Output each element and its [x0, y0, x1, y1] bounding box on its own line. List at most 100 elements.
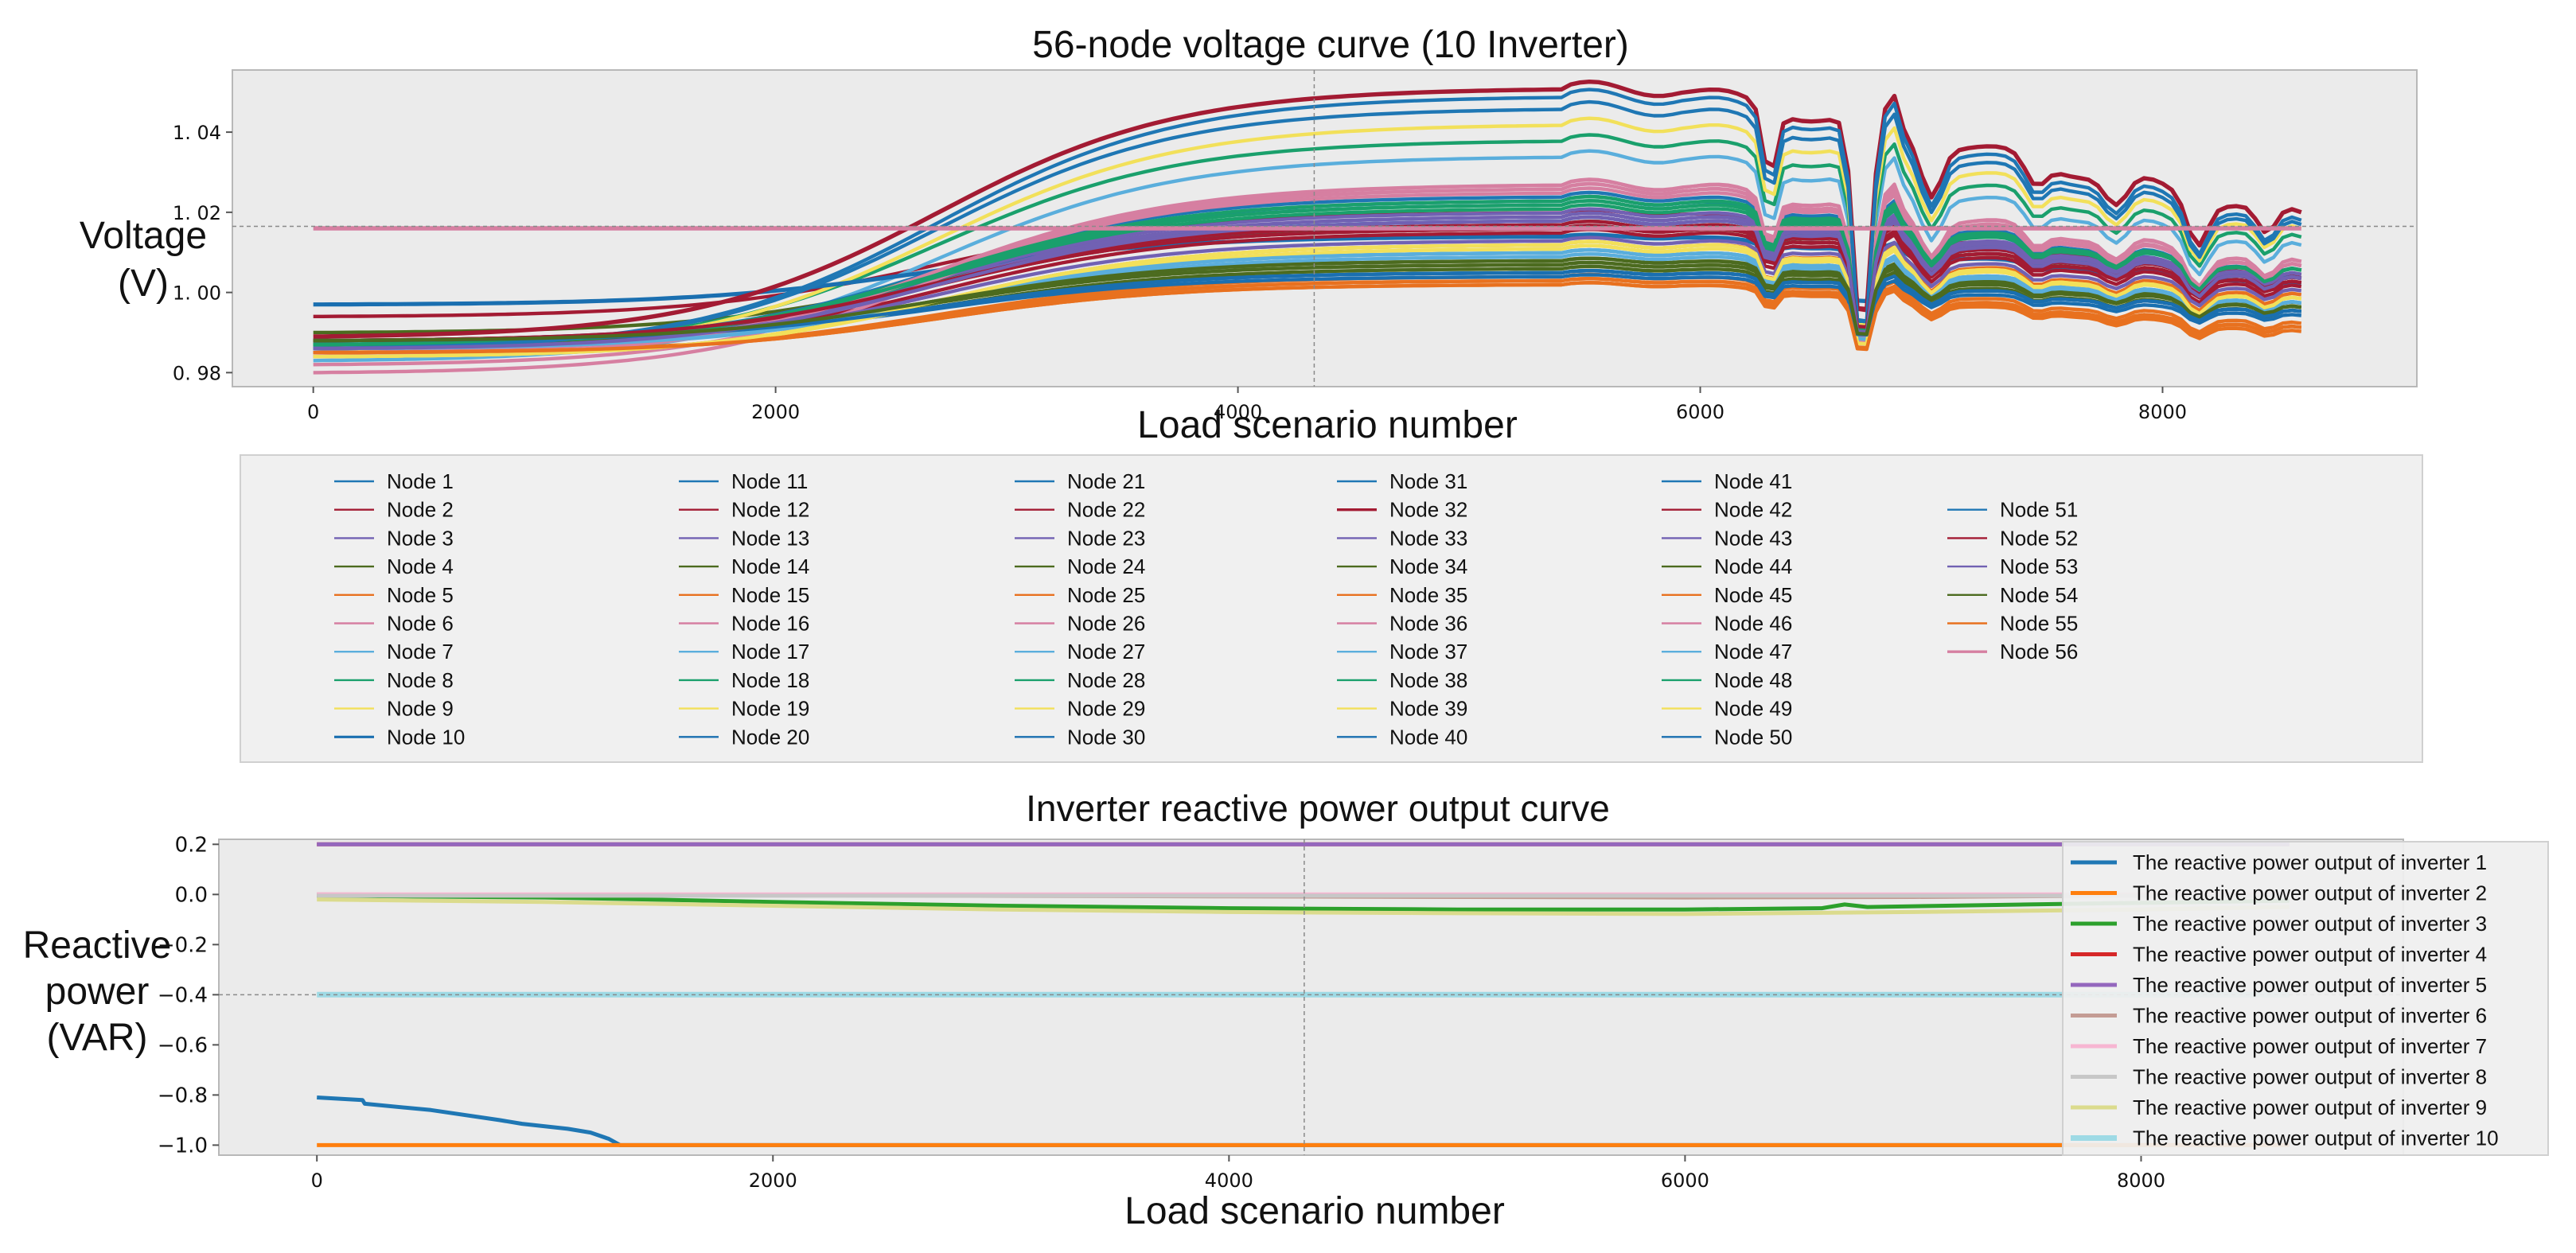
voltage-legend-frame	[240, 454, 2423, 763]
legend-label: Node 1	[387, 469, 454, 493]
legend-label: Node 39	[1389, 697, 1467, 721]
legend-label: Node 25	[1067, 583, 1145, 607]
legend-entry-inverter-7: The reactive power output of inverter 7	[2071, 1034, 2487, 1058]
voltage-series-node-55	[313, 281, 2302, 355]
legend-label: Node 10	[387, 725, 465, 749]
legend-entry-node-55: Node 55	[1947, 612, 2078, 636]
legend-label: Node 23	[1067, 526, 1145, 550]
voltage-series-node-47	[313, 247, 2302, 351]
legend-label: Node 11	[731, 469, 808, 493]
legend-entry-node-11: Node 11	[679, 469, 808, 493]
reactive-legend-frame	[2062, 841, 2549, 1156]
reactive-y-tick-label: −0.4	[158, 983, 208, 1007]
legend-entry-inverter-4: The reactive power output of inverter 4	[2071, 943, 2487, 967]
legend-label: Node 49	[1714, 697, 1792, 721]
reactive-series-inverter-3	[317, 893, 2290, 912]
reactive-y-tick-label: 0.0	[175, 883, 208, 907]
legend-entry-node-3: Node 3	[334, 526, 454, 550]
legend-entry-node-12: Node 12	[679, 498, 809, 522]
legend-entry-node-5: Node 5	[334, 583, 454, 607]
legend-label: Node 28	[1067, 668, 1145, 692]
legend-label: Node 26	[1067, 612, 1145, 636]
reactive-y-ticks: 0.2 0.0 −0.2 −0.4 −0.6 −0.8 −1.0	[158, 833, 219, 1158]
legend-label: Node 24	[1067, 555, 1145, 578]
reactive-chart: Inverter reactive power output curve 0 20…	[23, 788, 2549, 1232]
legend-label: Node 33	[1389, 526, 1467, 550]
legend-label: Node 41	[1714, 469, 1792, 493]
legend-entry-node-45: Node 45	[1662, 583, 1792, 607]
voltage-legend: Node 1 Node 2 Node 3 Node 4 Node 5 Node 6 Node…	[240, 454, 2423, 763]
legend-entry-inverter-6: The reactive power output of inverter 6	[2071, 1004, 2487, 1028]
voltage-chart-title: 56-node voltage curve (10 Inverter)	[1032, 24, 1629, 66]
legend-label: Node 54	[2000, 583, 2078, 607]
legend-entry-node-49: Node 49	[1662, 697, 1792, 721]
reactive-x-tick-label: 2000	[749, 1169, 797, 1192]
legend-entry-node-56: Node 56	[1947, 640, 2078, 663]
legend-label: Node 53	[2000, 555, 2078, 578]
legend-label: Node 5	[387, 583, 454, 607]
reactive-legend-entries: The reactive power output of inverter 1 T…	[2071, 850, 2499, 1150]
legend-entry-node-8: Node 8	[334, 668, 454, 692]
voltage-x-ticks: 0 2000 4000 6000 8000	[307, 387, 2187, 423]
legend-label: Node 15	[731, 583, 809, 607]
legend-entry-node-27: Node 27	[1015, 640, 1145, 663]
legend-entry-node-42: Node 42	[1662, 498, 1792, 522]
legend-entry-node-50: Node 50	[1662, 725, 1792, 749]
legend-label: Node 2	[387, 498, 454, 522]
legend-label: The reactive power output of inverter 8	[2133, 1065, 2487, 1089]
legend-entry-node-54: Node 54	[1947, 583, 2078, 607]
legend-entry-inverter-2: The reactive power output of inverter 2	[2071, 881, 2487, 905]
legend-label: The reactive power output of inverter 3	[2133, 912, 2487, 936]
voltage-x-tick-label: 4000	[1214, 401, 1262, 423]
legend-label: The reactive power output of inverter 1	[2133, 850, 2487, 874]
legend-entry-node-21: Node 21	[1015, 469, 1145, 493]
legend-entry-inverter-10: The reactive power output of inverter 10	[2071, 1127, 2499, 1150]
voltage-series-node-51	[313, 88, 2302, 351]
legend-entry-node-2: Node 2	[334, 498, 454, 522]
reactive-x-ticks: 0 2000 4000 6000 8000	[311, 1155, 2165, 1192]
reactive-x-tick-label: 6000	[1661, 1169, 1709, 1192]
legend-label: Node 30	[1067, 725, 1145, 749]
legend-entry-inverter-9: The reactive power output of inverter 9	[2071, 1095, 2487, 1119]
legend-label: Node 45	[1714, 583, 1792, 607]
voltage-y-axis-label-line1: Voltage	[80, 215, 207, 257]
reactive-y-tick-label: −0.6	[158, 1033, 208, 1057]
voltage-y-ticks: 0. 98 1. 00 1. 02 1. 04	[173, 122, 232, 384]
voltage-x-tick-label: 6000	[1676, 401, 1724, 423]
voltage-y-axis-label-line2: (V)	[118, 263, 169, 305]
legend-label: Node 56	[2000, 640, 2078, 663]
reactive-series-inverter-9	[317, 897, 2290, 916]
legend-entry-node-19: Node 19	[679, 697, 809, 721]
legend-label: Node 40	[1389, 725, 1467, 749]
legend-entry-node-46: Node 46	[1662, 612, 1792, 636]
legend-label: Node 47	[1714, 640, 1792, 663]
legend-label: Node 31	[1389, 469, 1467, 493]
legend-entry-node-34: Node 34	[1337, 555, 1467, 578]
legend-entry-node-33: Node 33	[1337, 526, 1467, 550]
legend-entry-node-30: Node 30	[1015, 725, 1145, 749]
legend-entry-node-4: Node 4	[334, 555, 454, 578]
legend-entry-node-53: Node 53	[1947, 555, 2078, 578]
legend-entry-node-31: Node 31	[1337, 469, 1467, 493]
legend-entry-inverter-5: The reactive power output of inverter 5	[2071, 973, 2487, 997]
legend-label: Node 36	[1389, 612, 1467, 636]
legend-entry-node-13: Node 13	[679, 526, 809, 550]
legend-label: The reactive power output of inverter 10	[2133, 1127, 2499, 1150]
legend-label: Node 50	[1714, 725, 1792, 749]
legend-label: Node 22	[1067, 498, 1145, 522]
reactive-y-tick-label: −0.2	[158, 933, 208, 957]
legend-entry-node-20: Node 20	[679, 725, 809, 749]
legend-entry-node-32: Node 32	[1337, 498, 1467, 522]
legend-label: Node 48	[1714, 668, 1792, 692]
reactive-chart-title: Inverter reactive power output curve	[1026, 788, 1610, 829]
voltage-y-tick-label: 1. 04	[173, 122, 221, 144]
reactive-x-tick-label: 4000	[1205, 1169, 1253, 1192]
legend-entry-node-40: Node 40	[1337, 725, 1467, 749]
legend-entry-node-7: Node 7	[334, 640, 454, 663]
reactive-legend: The reactive power output of inverter 1 T…	[2062, 841, 2549, 1156]
voltage-series-node-46	[313, 177, 2302, 359]
voltage-y-tick-label: 1. 00	[173, 282, 221, 305]
legend-label: Node 4	[387, 555, 454, 578]
legend-label: The reactive power output of inverter 4	[2133, 943, 2487, 967]
legend-label: The reactive power output of inverter 7	[2133, 1034, 2487, 1058]
